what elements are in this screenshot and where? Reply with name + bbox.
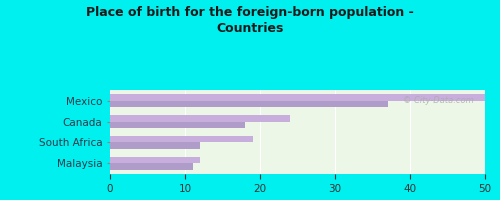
Text: Place of birth for the foreign-born population -
Countries: Place of birth for the foreign-born popu…	[86, 6, 414, 35]
Bar	[110, 115, 290, 122]
Bar	[110, 157, 200, 163]
Bar	[110, 101, 388, 107]
Bar	[110, 136, 253, 142]
Bar	[110, 163, 192, 170]
Bar	[110, 142, 200, 149]
Bar	[110, 122, 245, 128]
Text: © City-Data.com: © City-Data.com	[403, 96, 474, 105]
Bar	[110, 94, 485, 101]
